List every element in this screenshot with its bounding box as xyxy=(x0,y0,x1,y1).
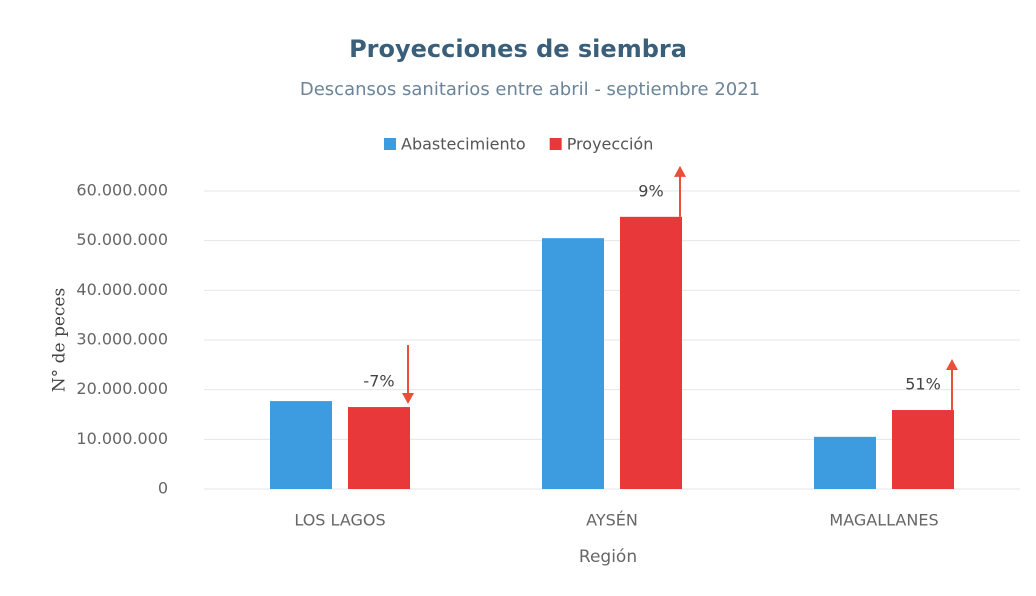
legend-swatch xyxy=(384,138,396,150)
legend-label: Abastecimiento xyxy=(401,135,526,154)
x-tick-label: MAGALLANES xyxy=(829,511,938,530)
y-tick-label: 20.000.000 xyxy=(76,379,168,398)
legend-swatch xyxy=(549,138,562,150)
annotation: 9% xyxy=(638,181,663,200)
x-axis-label: Región xyxy=(579,547,637,567)
x-tick-label: AYSÉN xyxy=(586,511,638,530)
y-tick-label: 60.000.000 xyxy=(76,181,168,200)
y-tick-label: 40.000.000 xyxy=(76,280,168,299)
bar xyxy=(892,410,954,489)
annotation: 51% xyxy=(905,375,941,394)
annotation: -7% xyxy=(363,372,394,391)
bar xyxy=(348,407,410,489)
y-tick-label: 50.000.000 xyxy=(76,230,168,249)
chart-title: Proyecciones de siembra xyxy=(349,35,687,63)
y-tick-label: 10.000.000 xyxy=(76,429,168,448)
arrow-head xyxy=(674,165,686,177)
bar xyxy=(814,436,876,489)
y-tick-label: 0 xyxy=(158,479,168,498)
x-tick-label: LOS LAGOS xyxy=(294,511,385,530)
arrow-head xyxy=(946,359,958,371)
bar xyxy=(542,238,604,489)
legend-label: Proyección xyxy=(567,135,654,154)
bar xyxy=(620,216,682,489)
chart-subtitle: Descansos sanitarios entre abril - septi… xyxy=(300,79,760,100)
y-axis-label: N° de peces xyxy=(50,288,70,392)
bar xyxy=(270,401,332,489)
y-tick-label: 30.000.000 xyxy=(76,330,168,349)
arrow-head xyxy=(402,393,414,405)
